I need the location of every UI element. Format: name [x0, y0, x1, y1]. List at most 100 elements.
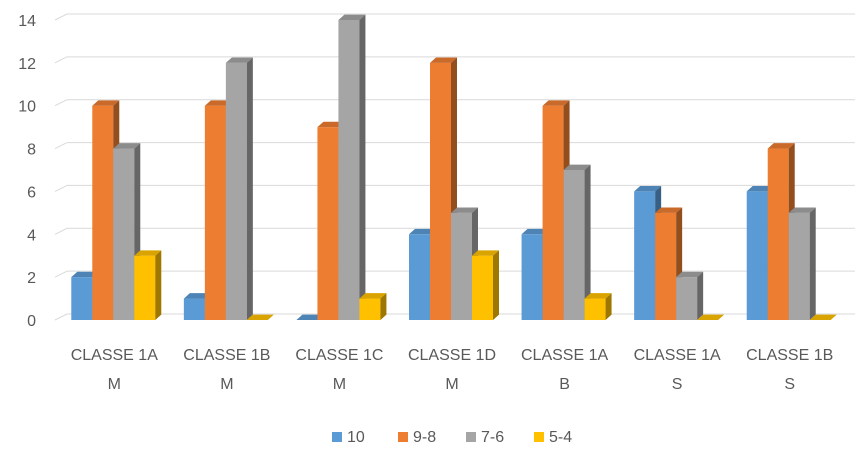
- bar-front: [71, 277, 93, 320]
- bar-front: [430, 62, 451, 320]
- bar-front: [409, 234, 430, 320]
- x-category-label: M: [220, 376, 233, 393]
- bar-top: [542, 100, 570, 106]
- bar-front: [676, 277, 698, 320]
- legend-swatch: [332, 432, 342, 442]
- bar-front: [134, 255, 156, 320]
- bar-side: [493, 250, 499, 320]
- bar-side: [809, 207, 816, 320]
- y-tick-label: 14: [18, 13, 36, 30]
- bar-front: [542, 105, 564, 320]
- bar-front: [746, 191, 768, 320]
- bar-side: [605, 293, 612, 320]
- bar-top: [676, 271, 704, 278]
- bar-front: [521, 234, 543, 320]
- legend-item: 5-4: [534, 429, 572, 446]
- legend-item: 9-8: [398, 429, 436, 446]
- bar-top: [655, 207, 683, 213]
- x-category-label: M: [333, 376, 346, 393]
- bar-top: [451, 207, 478, 213]
- bar: [359, 293, 387, 320]
- x-category-label: B: [559, 376, 570, 393]
- bar-front: [92, 105, 114, 320]
- y-tick-label: 10: [18, 99, 36, 116]
- legend-label: 5-4: [549, 429, 572, 446]
- gridline-depth: [54, 184, 68, 192]
- gridline-depth: [54, 142, 68, 150]
- bar-top: [563, 164, 591, 170]
- bar-top: [697, 314, 725, 320]
- bar-side: [155, 250, 162, 320]
- bar-front: [584, 298, 606, 320]
- gridline-depth: [54, 99, 68, 107]
- bar-front: [451, 212, 472, 320]
- bar-side: [246, 57, 253, 320]
- bar-front: [338, 20, 360, 320]
- gridline-depth: [54, 313, 68, 321]
- x-category-label: CLASSE 1B: [746, 347, 833, 364]
- bar: [338, 14, 366, 320]
- x-category-label: CLASSE 1C: [295, 347, 383, 364]
- bar: [246, 314, 274, 320]
- bar-top: [183, 293, 211, 299]
- bar: [563, 164, 591, 320]
- gridline-depth: [54, 13, 68, 21]
- x-category-label: CLASSE 1D: [408, 347, 496, 364]
- bar-top: [746, 186, 774, 192]
- x-category-label: CLASSE 1A: [521, 347, 608, 364]
- bar-side: [697, 271, 704, 320]
- bar-top: [634, 186, 662, 192]
- legend-swatch: [534, 432, 544, 442]
- bar-top: [225, 57, 253, 63]
- bar-top: [809, 314, 837, 320]
- x-category-label: CLASSE 1A: [71, 347, 158, 364]
- bar-front: [204, 105, 226, 320]
- legend-swatch: [466, 432, 476, 442]
- gridline-depth: [54, 227, 68, 235]
- y-tick-label: 0: [27, 313, 36, 330]
- y-tick-label: 6: [27, 184, 36, 201]
- bar-top: [113, 143, 141, 149]
- x-axis-categories: CLASSE 1A M CLASSE 1B M CLASSE 1C M CLASSE 1D M…: [71, 347, 834, 393]
- bar-top: [584, 293, 612, 299]
- bar-front: [563, 170, 585, 320]
- bar-front: [767, 148, 789, 320]
- x-category-label: M: [445, 376, 458, 393]
- legend-item: 10: [332, 429, 365, 446]
- x-category-label: S: [672, 376, 683, 393]
- legend-label: 9-8: [413, 429, 436, 446]
- bar-top: [409, 228, 436, 235]
- x-category-label: S: [784, 376, 795, 393]
- bar-front: [634, 191, 656, 320]
- legend-swatch: [398, 432, 408, 442]
- gridline-depth: [54, 56, 68, 64]
- bar-front: [183, 298, 205, 320]
- bar-top: [71, 271, 99, 278]
- bar-top: [296, 314, 324, 320]
- y-axis-ticks: 0 2 4 6 8 10 12 14: [18, 13, 36, 330]
- bar: [472, 250, 499, 320]
- bar-front: [225, 62, 247, 320]
- x-category-label: CLASSE 1B: [183, 347, 270, 364]
- bar-top: [134, 250, 162, 256]
- legend: 10 9-8 7-6 5-4: [332, 429, 572, 446]
- bar-front: [655, 212, 677, 320]
- bar-top: [359, 293, 387, 299]
- bar-top: [317, 121, 345, 128]
- y-tick-label: 12: [18, 56, 36, 73]
- bar-front: [788, 212, 810, 320]
- bar: [676, 271, 704, 320]
- bar-side: [359, 14, 366, 320]
- bar-front: [359, 298, 381, 320]
- bar: [134, 250, 162, 320]
- y-tick-label: 8: [27, 142, 36, 159]
- bar-top: [246, 314, 274, 320]
- bar: [296, 314, 324, 320]
- bars: [71, 14, 837, 321]
- bar-top: [788, 207, 816, 213]
- bar-top: [472, 250, 499, 256]
- bar-front: [317, 127, 339, 321]
- bar-front: [472, 255, 493, 320]
- bar-top: [338, 14, 366, 20]
